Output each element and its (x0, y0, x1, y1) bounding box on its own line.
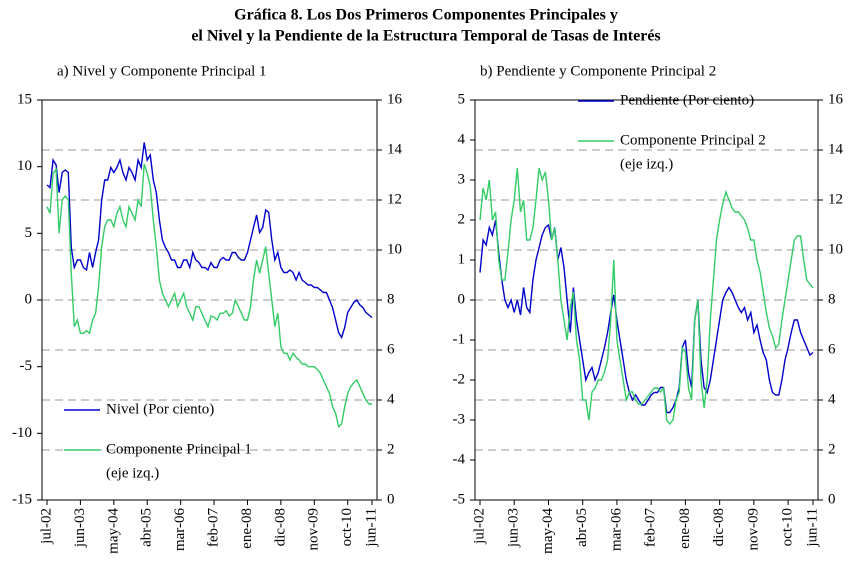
plot-frame (41, 99, 378, 501)
series-line (46, 163, 372, 429)
y-tick-label: -5 (453, 491, 466, 507)
x-tick-label: jun-11 (804, 508, 820, 548)
legend-label: Nivel (Por ciento) (106, 401, 214, 417)
y2-tick-label: 12 (387, 191, 402, 207)
y2-tick-label: 12 (828, 191, 843, 207)
y-tick-label: -2 (453, 371, 466, 387)
x-tick-label: jul-02 (471, 508, 487, 545)
y2-tick-label: 16 (387, 91, 403, 107)
panel-title: b) Pendiente y Componente Principal 2 (480, 63, 716, 79)
y2-tick-label: 0 (828, 491, 836, 507)
y-tick-label: 0 (458, 291, 466, 307)
y2-tick-label: 2 (387, 441, 395, 457)
x-tick-label: abr-05 (574, 508, 590, 547)
y-tick-label: -5 (20, 358, 33, 374)
y2-tick-label: 4 (387, 391, 395, 407)
x-tick-label: oct-10 (339, 508, 355, 546)
x-tick-label: nov-09 (745, 508, 761, 551)
y2-tick-label: 0 (387, 491, 395, 507)
y-tick-label: 15 (17, 91, 32, 107)
y2-tick-label: 14 (387, 141, 403, 157)
legend-note: (eje izq.) (106, 465, 159, 481)
y-tick-label: 3 (458, 171, 466, 187)
y-tick-label: -1 (453, 331, 466, 347)
legend-label: Componente Principal 1 (106, 441, 252, 457)
y-tick-label: -15 (12, 491, 32, 507)
x-tick-label: dic-08 (711, 508, 727, 546)
x-tick-label: jun-11 (363, 508, 379, 548)
y-tick-label: 5 (25, 225, 33, 241)
x-tick-label: may-04 (105, 508, 121, 554)
y-tick-label: 1 (458, 251, 466, 267)
series-line (479, 167, 814, 426)
x-tick-label: jul-02 (38, 508, 54, 545)
y2-tick-label: 10 (387, 241, 402, 257)
y2-tick-label: 16 (828, 91, 844, 107)
x-tick-label: dic-08 (272, 508, 288, 546)
x-tick-label: nov-09 (306, 508, 322, 551)
y-tick-label: -3 (453, 411, 466, 427)
x-tick-label: may-04 (540, 508, 556, 554)
y-tick-label: -10 (12, 425, 32, 441)
x-tick-label: abr-05 (139, 508, 155, 547)
y2-tick-label: 6 (828, 341, 836, 357)
y2-tick-label: 14 (828, 141, 844, 157)
chart-title: Gráfica 8. Los Dos Primeros Componentes … (234, 7, 618, 24)
x-tick-label: feb-07 (205, 508, 221, 548)
panel-title: a) Nivel y Componente Principal 1 (57, 63, 267, 79)
x-tick-label: mar-06 (172, 508, 188, 552)
chart-title: el Nivel y la Pendiente de la Estructura… (191, 28, 660, 45)
y-tick-label: 4 (458, 131, 466, 147)
series-line (46, 142, 373, 340)
y-tick-label: 10 (17, 158, 32, 174)
x-tick-label: mar-06 (608, 508, 624, 552)
legend-note: (eje izq.) (620, 156, 673, 172)
x-tick-label: oct-10 (780, 508, 796, 546)
legend-label: Componente Principal 2 (620, 132, 766, 148)
series-line (479, 219, 814, 414)
y2-tick-label: 2 (828, 441, 836, 457)
y2-tick-label: 10 (828, 241, 843, 257)
x-tick-label: ene-08 (239, 508, 255, 549)
y2-tick-label: 4 (828, 391, 836, 407)
x-tick-label: ene-08 (677, 508, 693, 549)
y-tick-label: 5 (458, 91, 466, 107)
y-tick-label: -4 (453, 451, 466, 467)
x-tick-label: jun-03 (72, 508, 88, 548)
y-tick-label: 2 (458, 211, 466, 227)
y-tick-label: 0 (25, 291, 33, 307)
legend-label: Pendiente (Por ciento) (620, 92, 754, 108)
y2-tick-label: 8 (828, 291, 836, 307)
y2-tick-label: 6 (387, 341, 395, 357)
x-tick-label: jun-03 (506, 508, 522, 548)
y2-tick-label: 8 (387, 291, 395, 307)
x-tick-label: feb-07 (643, 508, 659, 548)
